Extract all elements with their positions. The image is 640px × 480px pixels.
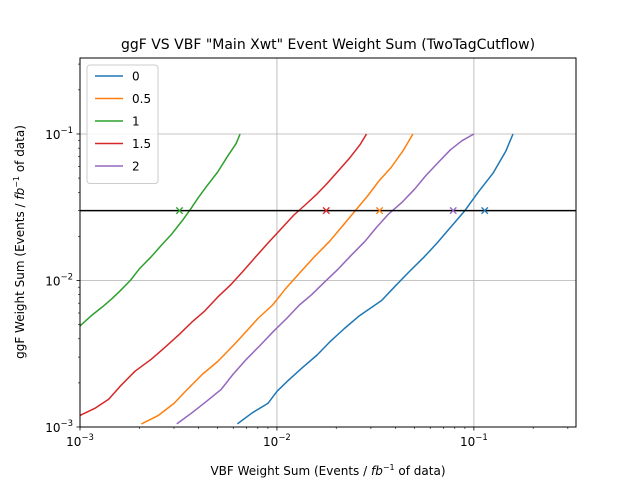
x-tick-label: 10−3 (66, 433, 94, 449)
crossing-marker-1 (175, 206, 184, 215)
crossing-marker-2 (449, 206, 457, 215)
y-tick-exp: −3 (60, 419, 73, 429)
legend-label: 0 (132, 70, 140, 84)
x-tick-label: 10−2 (263, 433, 291, 449)
crossing-marker-1-5 (322, 206, 330, 215)
x-tick-base: 10 (460, 435, 475, 449)
series-line-1 (79, 133, 241, 327)
crossing-marker-0-5 (375, 206, 384, 215)
x-tick-exp: −3 (81, 433, 94, 443)
crossing-marker-0 (481, 206, 489, 215)
series-line-2 (176, 133, 475, 425)
y-axis-label-suffix: of data) (13, 125, 27, 176)
y-tick-exp: −1 (60, 126, 73, 136)
y-axis-ticks: 10−310−210−1 (45, 63, 80, 435)
y-tick-label: 10−1 (45, 126, 73, 142)
x-tick-base: 10 (263, 435, 278, 449)
y-tick-label: 10−2 (45, 272, 73, 288)
y-axis-label-prefix: ggF Weight Sum (Events / (13, 200, 27, 359)
x-axis-label: VBF Weight Sum (Events / fb−1 of data) (210, 463, 445, 478)
y-axis-label: ggF Weight Sum (Events / fb−1 of data) (12, 125, 27, 359)
legend-box (86, 64, 159, 184)
y-tick-exp: −2 (60, 272, 73, 282)
series-layer (79, 133, 514, 425)
y-axis-label-exp: −1 (12, 176, 21, 188)
series-line-1-5 (79, 133, 368, 417)
x-axis-label-prefix: VBF Weight Sum (Events / (210, 464, 371, 478)
x-axis-label-exp: −1 (383, 463, 395, 472)
x-axis-label-suffix: of data) (395, 464, 446, 478)
y-tick-label: 10−3 (45, 419, 73, 435)
x-tick-exp: −1 (475, 433, 488, 443)
series-line-0-5 (141, 133, 414, 425)
x-tick-base: 10 (66, 435, 81, 449)
marker-layer (175, 206, 489, 215)
x-axis-label-unit: fb (371, 464, 383, 478)
y-tick-base: 10 (45, 128, 60, 142)
series-line-0 (236, 133, 514, 425)
x-axis-ticks: 10−3 10−2 10−1 (66, 427, 569, 449)
legend: 0 0.5 1 1.5 2 (86, 64, 159, 184)
legend-label: 2 (132, 160, 140, 174)
legend-label: 1 (132, 115, 140, 129)
y-tick-base: 10 (45, 421, 60, 435)
y-axis-label-unit: fb (13, 187, 27, 199)
y-tick-base: 10 (45, 274, 60, 288)
x-tick-label: 10−1 (460, 433, 488, 449)
plot-frame (79, 57, 577, 428)
legend-label: 0.5 (132, 92, 151, 106)
legend-label: 1.5 (132, 137, 151, 151)
chart-title: ggF VS VBF "Main Xwt" Event Weight Sum (… (121, 37, 535, 53)
x-tick-exp: −2 (278, 433, 291, 443)
